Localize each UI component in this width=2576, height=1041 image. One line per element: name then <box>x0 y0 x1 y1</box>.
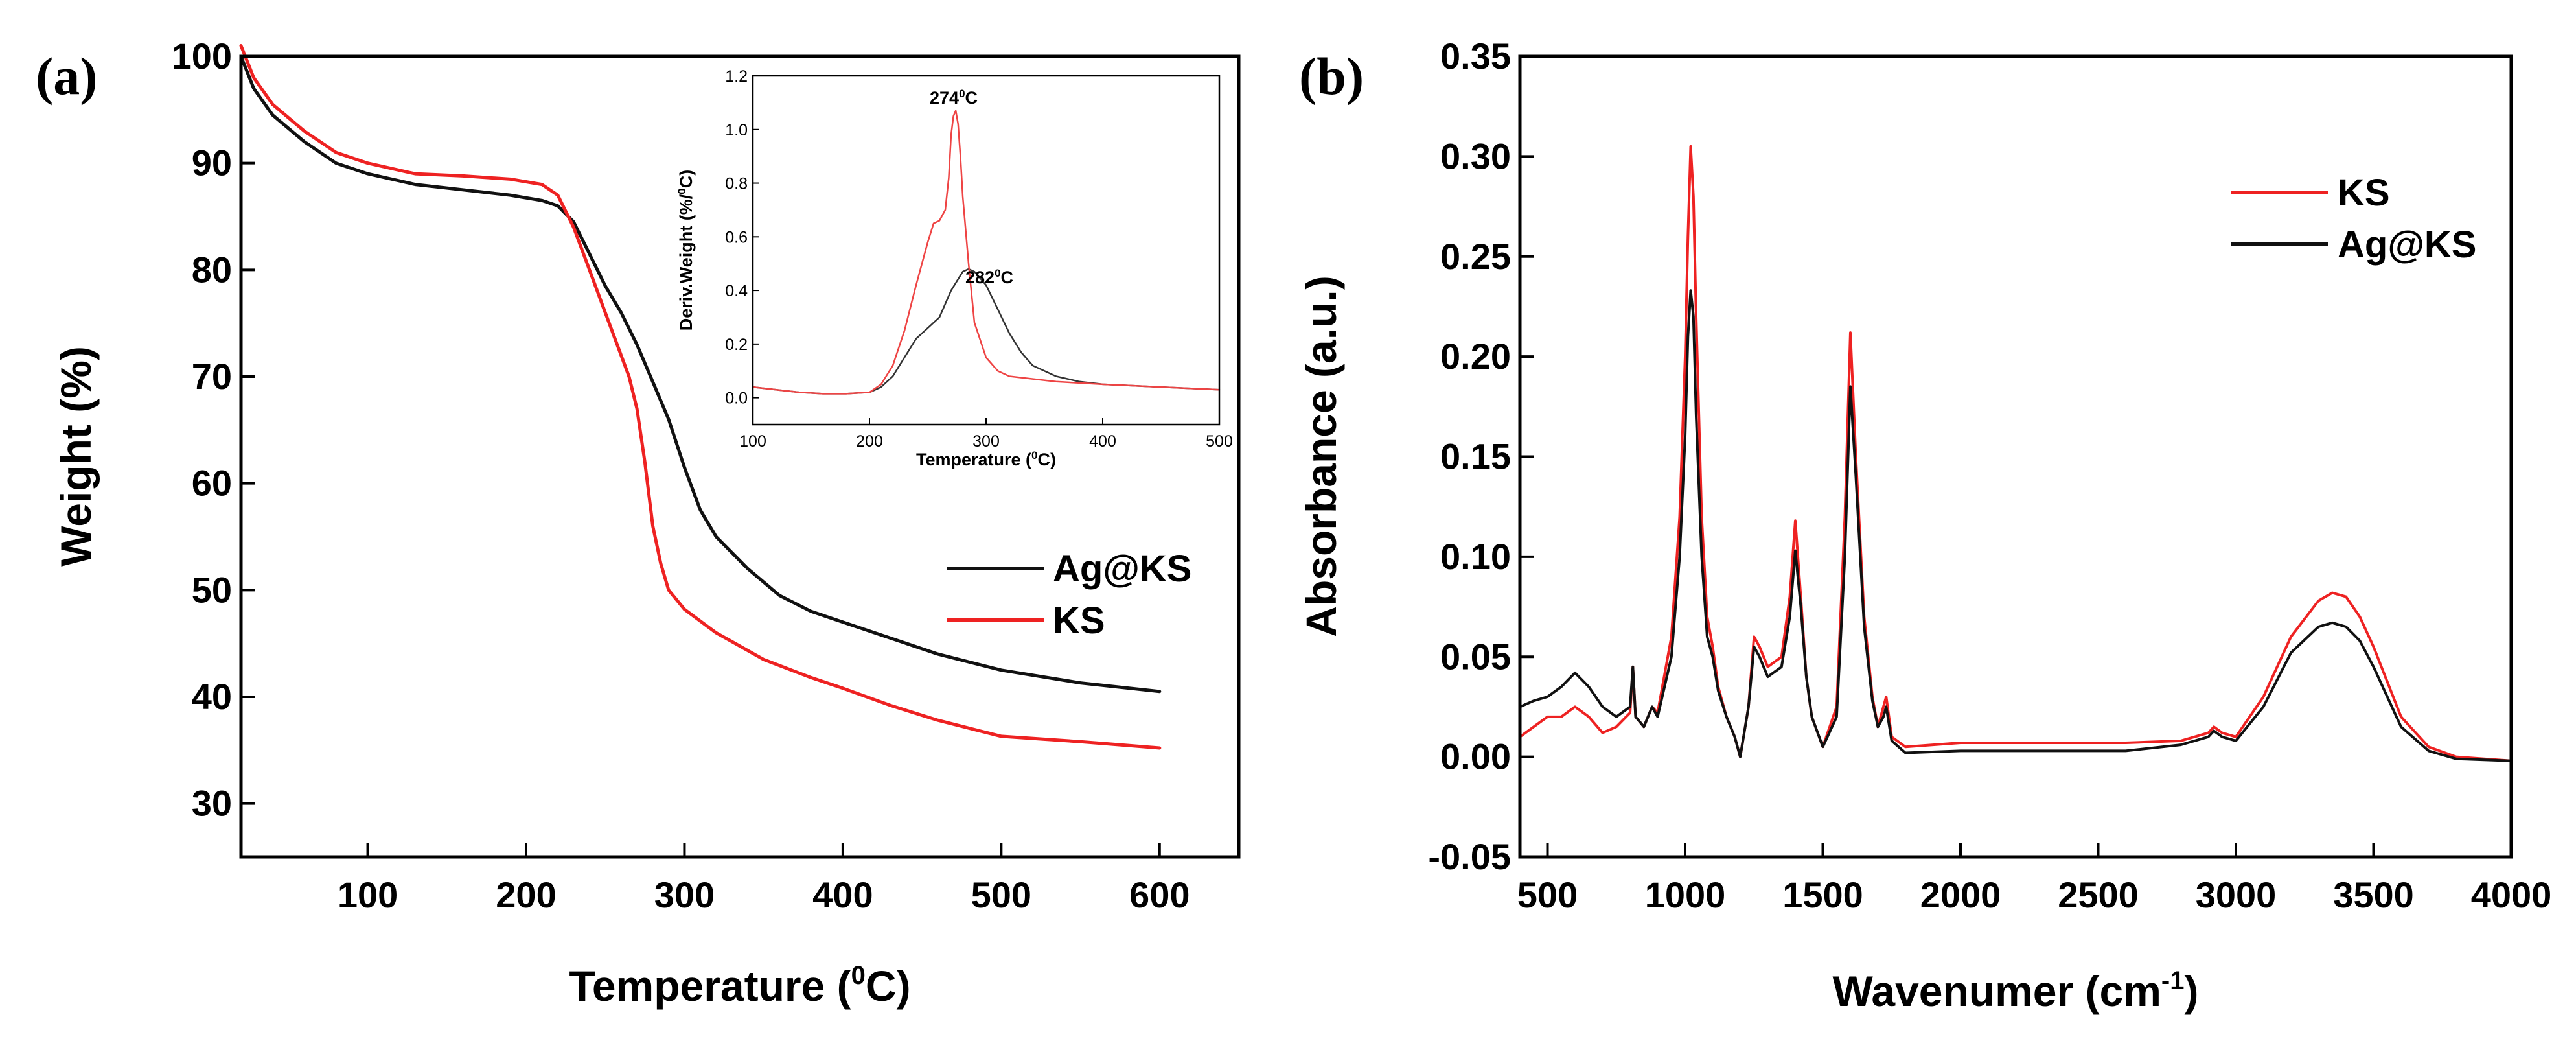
panel-b-y-tick-label: 0.10 <box>1440 536 1511 577</box>
panel-a-x-tick-label: 100 <box>338 874 398 915</box>
panel-a-x-axis-label: Temperature (0C) <box>569 961 910 1010</box>
panel-b-x-tick-label: 2000 <box>1920 874 2001 915</box>
inset-x-tick-label: 500 <box>1206 432 1233 450</box>
panel-a-y-tick-label: 40 <box>192 676 232 717</box>
panel-a-x-tick-label: 400 <box>812 874 873 915</box>
inset-y-axis-label: Deriv.Weight (%/0C) <box>676 170 696 331</box>
inset-y-tick-label: 0.4 <box>725 282 748 300</box>
panel-b-x-axis-label-main: Wavenumer (cm <box>1833 967 2161 1015</box>
panel-b-y-tick-label: 0.35 <box>1440 36 1511 76</box>
panel-b-legend: KS Ag@KS <box>2231 172 2476 266</box>
panel-b-series-ag-ks <box>1519 289 2513 762</box>
panel-b-x-tick-label: 2500 <box>2058 874 2139 915</box>
inset-series-ks <box>752 110 1221 395</box>
inset-annotation-282: 2820C <box>965 267 1013 287</box>
panel-b-y-tick-label: 0.25 <box>1440 236 1511 277</box>
inset-y-axis-label-main: Deriv.Weight (%/ <box>676 194 696 331</box>
inset-annotation-274-value: 274 <box>930 88 959 108</box>
panel-b-plot-area <box>1519 145 2513 762</box>
panel-b-y-tick-label: -0.05 <box>1428 836 1511 877</box>
panel-a-label: (a) <box>36 47 98 106</box>
panel-b: (b) 500 1000 1500 2000 2500 3000 3500 4000 -0.0… <box>1297 36 2551 1015</box>
panel-b-x-axis-label: Wavenumer (cm-1) <box>1833 966 2199 1015</box>
panel-a-frame <box>239 54 1241 859</box>
inset-x-ticks: 100 200 300 400 500 <box>739 418 1233 450</box>
panel-a-inset: 100 200 300 400 500 0.0 0.2 0.4 0.6 0.8 1.0 1.2 Te… <box>676 67 1233 469</box>
panel-b-y-tick-label: 0.05 <box>1440 636 1511 677</box>
legend-label-ks-b: KS <box>2338 172 2390 214</box>
inset-x-axis-label-sup: 0 <box>1031 449 1037 462</box>
panel-a-y-axis-label: Weight (%) <box>52 346 100 567</box>
legend-label-ag-ks-b: Ag@KS <box>2338 224 2476 266</box>
panel-b-x-tick-label: 3000 <box>2196 874 2277 915</box>
panel-b-x-tick-label: 1000 <box>1645 874 1726 915</box>
panel-a-x-ticks: 100 200 300 400 500 600 <box>338 843 1190 915</box>
panel-a-series-ks <box>239 44 1162 750</box>
inset-y-tick-label: 1.2 <box>725 67 748 86</box>
panel-a-x-axis-label-main: Temperature ( <box>569 962 851 1010</box>
inset-y-ticks: 0.0 0.2 0.4 0.6 0.8 1.0 1.2 <box>725 67 759 408</box>
inset-y-axis-label-sup: 0 <box>676 188 688 194</box>
panel-a-y-tick-label: 90 <box>192 143 232 183</box>
inset-y-axis-label-tail: C) <box>676 170 696 189</box>
panel-b-y-ticks: -0.05 0.00 0.05 0.10 0.15 0.20 0.25 0.30 0.35 <box>1428 36 1534 877</box>
inset-x-tick-label: 400 <box>1089 432 1116 450</box>
panel-a-x-tick-label: 300 <box>654 874 715 915</box>
inset-annotation-274-sup: 0 <box>959 88 965 100</box>
panel-b-y-tick-label: 0.30 <box>1440 135 1511 176</box>
inset-x-axis-label-tail: C) <box>1038 450 1057 469</box>
inset-annotation-282-sup: 0 <box>995 267 1000 279</box>
inset-y-tick-label: 0.6 <box>725 228 748 246</box>
inset-x-tick-label: 300 <box>972 432 1000 450</box>
panel-a-y-tick-label: 50 <box>192 569 232 610</box>
inset-x-axis-label: Temperature (0C) <box>916 449 1056 469</box>
panel-b-y-tick-label: 0.15 <box>1440 436 1511 477</box>
inset-y-tick-label: 0.2 <box>725 336 748 354</box>
inset-y-tick-label: 0.8 <box>725 175 748 193</box>
panel-b-label: (b) <box>1299 47 1364 106</box>
panel-a-x-tick-label: 600 <box>1129 874 1190 915</box>
panel-b-x-tick-label: 1500 <box>1782 874 1863 915</box>
inset-plot-area <box>752 110 1221 395</box>
panel-a-x-axis-label-tail: C) <box>866 962 911 1010</box>
panel-a-y-tick-label: 70 <box>192 356 232 397</box>
panel-a-x-tick-label: 200 <box>496 874 556 915</box>
panel-a-y-ticks: 30 40 50 60 70 80 90 100 <box>172 36 255 824</box>
inset-annotation-274: 2740C <box>930 88 978 108</box>
panel-a-x-axis-label-sup: 0 <box>851 961 866 990</box>
legend-label-ks: KS <box>1053 600 1105 642</box>
panel-b-x-tick-label: 3500 <box>2333 874 2414 915</box>
panel-a-y-tick-label: 100 <box>172 36 232 76</box>
panel-a-series-ag-ks <box>239 54 1162 694</box>
panel-b-x-axis-label-sup: -1 <box>2161 966 2185 995</box>
panel-b-x-tick-label: 500 <box>1517 874 1578 915</box>
panel-a-x-tick-label: 500 <box>971 874 1031 915</box>
inset-annotation-282-tail: C <box>1001 268 1014 287</box>
inset-x-tick-label: 100 <box>739 432 766 450</box>
inset-annotation-282-value: 282 <box>965 268 995 287</box>
inset-y-tick-label: 1.0 <box>725 121 748 139</box>
legend-label-ag-ks: Ag@KS <box>1053 548 1191 590</box>
panel-a-y-tick-label: 80 <box>192 249 232 290</box>
panel-a-plot-area <box>239 44 1162 750</box>
inset-x-axis-label-main: Temperature ( <box>916 450 1031 469</box>
panel-a-y-tick-label: 30 <box>192 783 232 824</box>
panel-b-x-ticks: 500 1000 1500 2000 2500 3000 3500 4000 <box>1517 843 2552 915</box>
panel-b-x-tick-label: 4000 <box>2471 874 2552 915</box>
panel-a: (a) 100 200 300 400 500 600 30 40 50 60 70 80 90 100… <box>36 36 1241 1010</box>
panel-b-y-axis-label: Absorbance (a.u.) <box>1297 275 1345 637</box>
panel-b-y-tick-label: 0.00 <box>1440 736 1511 777</box>
inset-x-tick-label: 200 <box>856 432 883 450</box>
panel-a-y-tick-label: 60 <box>192 463 232 504</box>
inset-annotation-274-tail: C <box>965 88 978 108</box>
inset-y-tick-label: 0.0 <box>725 390 748 408</box>
panel-a-legend: Ag@KS KS <box>947 548 1191 642</box>
panel-b-x-axis-label-tail: ) <box>2184 967 2198 1015</box>
inset-background <box>753 76 1219 425</box>
panel-b-y-tick-label: 0.20 <box>1440 336 1511 377</box>
